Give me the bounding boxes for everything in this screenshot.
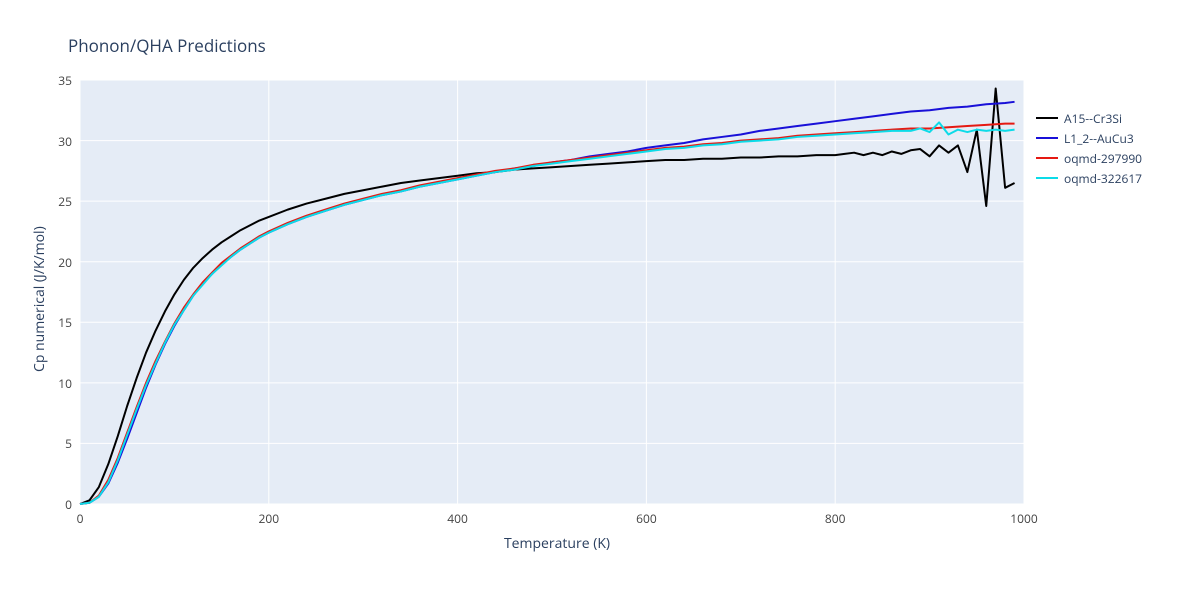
legend-item[interactable]: oqmd-322617 (1036, 168, 1142, 188)
y-tick-label: 25 (42, 193, 72, 210)
legend-label: oqmd-297990 (1064, 150, 1142, 167)
legend-label: L1_2--AuCu3 (1064, 130, 1134, 147)
y-tick-label: 5 (42, 435, 72, 452)
x-tick-label: 600 (631, 510, 661, 527)
legend-item[interactable]: A15--Cr3Si (1036, 108, 1142, 128)
y-tick-label: 0 (42, 496, 72, 513)
y-axis-label: Cp numerical (J/K/mol) (30, 226, 49, 372)
series-line[interactable] (80, 88, 1015, 504)
y-tick-label: 20 (42, 254, 72, 271)
x-tick-label: 1000 (1009, 510, 1039, 527)
legend-swatch (1036, 177, 1058, 179)
legend-item[interactable]: oqmd-297990 (1036, 148, 1142, 168)
legend: A15--Cr3Si L1_2--AuCu3 oqmd-297990 oqmd-322… (1036, 108, 1142, 188)
legend-item[interactable]: L1_2--AuCu3 (1036, 128, 1142, 148)
series-line[interactable] (80, 124, 1015, 504)
x-tick-label: 200 (254, 510, 284, 527)
legend-label: oqmd-322617 (1064, 170, 1142, 187)
legend-swatch (1036, 157, 1058, 159)
x-tick-label: 400 (443, 510, 473, 527)
y-tick-label: 30 (42, 133, 72, 150)
legend-label: A15--Cr3Si (1064, 110, 1122, 127)
y-tick-label: 35 (42, 72, 72, 89)
x-tick-label: 800 (820, 510, 850, 527)
legend-swatch (1036, 117, 1058, 119)
y-tick-label: 15 (42, 314, 72, 331)
y-tick-label: 10 (42, 375, 72, 392)
legend-swatch (1036, 137, 1058, 139)
series-line[interactable] (80, 122, 1015, 504)
x-axis-label: Temperature (K) (492, 534, 622, 553)
chart-container: Phonon/QHA Predictions Cp numerical (J/K… (0, 0, 1200, 600)
